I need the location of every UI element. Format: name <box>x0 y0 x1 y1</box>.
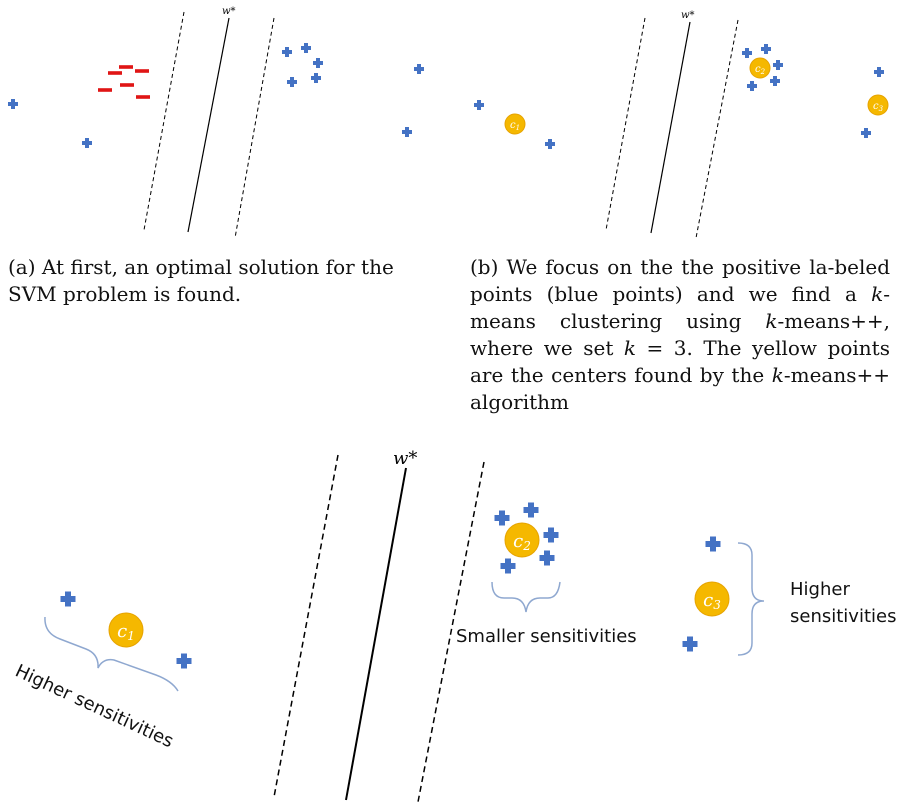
positive-point <box>311 73 321 83</box>
caption-a: (a) At first, an optimal solution for th… <box>8 255 394 306</box>
negative-point <box>135 69 149 73</box>
positive-point <box>874 67 884 77</box>
svm-hyperplane <box>650 21 691 234</box>
caption-b-k: k <box>765 309 778 333</box>
positive-point <box>500 558 516 574</box>
positive-point <box>761 44 771 54</box>
positive-point <box>82 138 92 148</box>
positive-point <box>313 58 323 68</box>
smaller-sensitivities-label: Smaller sensitivities <box>456 626 637 647</box>
caption-b-k: k <box>771 363 784 387</box>
positive-point <box>773 60 783 70</box>
w-star-label: w* <box>393 448 417 469</box>
positive-point <box>861 128 871 138</box>
cluster-center-c3: c3 <box>867 94 889 116</box>
svg-text:c1: c1 <box>510 120 520 132</box>
positive-point <box>682 636 698 652</box>
cluster-center-c2: c2 <box>504 522 540 558</box>
positive-point <box>402 127 412 137</box>
positive-point <box>770 76 780 86</box>
caption-b-text: -means clustering using <box>470 282 890 333</box>
cluster-center-c3: c3 <box>694 581 730 617</box>
caption-b: (b) We focus on the the positive la-bele… <box>470 254 890 416</box>
positive-point <box>747 81 757 91</box>
caption-b-k: k <box>623 336 636 360</box>
panel-b: w* c1 c2 c3 <box>474 10 889 239</box>
positive-point <box>539 550 555 566</box>
higher-sensitivities-right-label-line2: sensitivities <box>790 606 896 627</box>
svg-text:c2: c2 <box>755 64 766 76</box>
svg-text:c3: c3 <box>873 101 884 113</box>
positive-point <box>742 48 752 58</box>
positive-point <box>8 99 18 109</box>
svm-hyperplane <box>345 467 407 801</box>
svm-margin-right <box>695 19 739 239</box>
negative-point <box>136 95 150 99</box>
brace-center <box>491 581 561 613</box>
negative-point <box>120 83 134 87</box>
caption-b-k: k <box>871 282 884 306</box>
svm-margin-right <box>234 17 275 239</box>
svm-margin-left <box>273 454 339 798</box>
cluster-center-c1: c1 <box>108 612 144 648</box>
panel-a: w* <box>8 6 424 239</box>
w-star-label: w* <box>222 6 236 17</box>
cluster-center-c2: c2 <box>749 57 771 79</box>
positive-point <box>176 653 192 669</box>
positive-point <box>494 510 510 526</box>
brace-left <box>44 616 179 692</box>
caption-b-text: -means++, where we set <box>470 309 890 360</box>
positive-point <box>705 536 721 552</box>
svm-margin-left <box>605 17 646 231</box>
positive-point <box>287 77 297 87</box>
higher-sensitivities-right-label-line1: Higher <box>790 579 850 600</box>
positive-point <box>474 100 484 110</box>
brace-right <box>737 542 765 656</box>
positive-point <box>414 64 424 74</box>
positive-point <box>60 591 76 607</box>
svm-hyperplane <box>187 17 230 233</box>
caption-b-text: (b) We focus on the the positive la-bele… <box>470 255 890 306</box>
svm-margin-right <box>417 461 485 803</box>
negative-point <box>108 71 122 75</box>
svm-margin-left <box>143 11 185 231</box>
panel-c: w* c1 c2 c3 Higher sensitivities Smaller… <box>12 448 896 803</box>
positive-point <box>523 502 539 518</box>
caption-b-text: -means++ algorithm <box>470 363 890 414</box>
w-star-label: w* <box>681 10 695 21</box>
negative-point <box>98 88 112 92</box>
positive-point <box>543 527 559 543</box>
caption-b-text: = 3. The yellow points are the centers f… <box>470 336 890 387</box>
positive-point <box>545 139 555 149</box>
positive-point <box>301 43 311 53</box>
negative-point <box>119 65 133 69</box>
cluster-center-c1: c1 <box>504 113 526 135</box>
positive-point <box>282 47 292 57</box>
